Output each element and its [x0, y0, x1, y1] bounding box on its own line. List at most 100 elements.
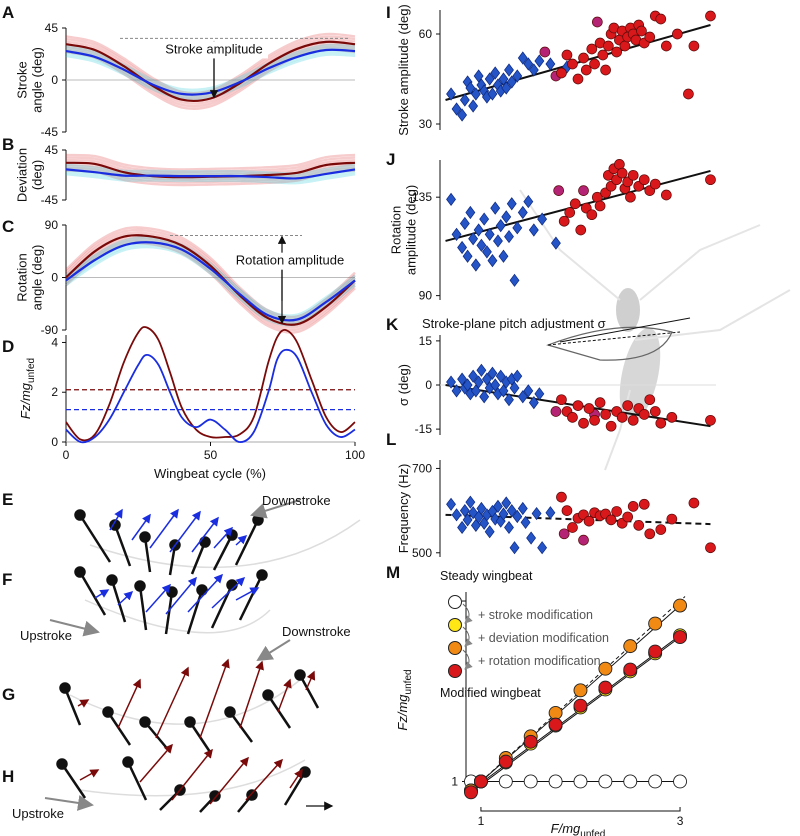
fed-circle-point — [611, 46, 622, 58]
fed-circle-point — [636, 25, 647, 37]
unfed-diamond-point — [451, 102, 462, 116]
fed-circle-point — [556, 394, 567, 406]
unfed-diamond-point — [501, 496, 512, 510]
fed-circle-point — [583, 403, 595, 414]
intermediate-point — [591, 16, 603, 28]
y-axis-label: Stroke angle (deg) — [15, 47, 45, 113]
fed-circle-point — [580, 64, 592, 76]
white-model-point — [548, 774, 563, 789]
y-tick-label: 90 — [45, 218, 59, 232]
y-axis-label: Fz/mgunfed — [395, 669, 414, 730]
fed-circle-point — [649, 406, 661, 417]
legend-marker-1 — [448, 641, 462, 655]
unfed-diamond-point — [531, 506, 542, 521]
unfed-trace — [65, 165, 356, 178]
red-model-point — [623, 662, 638, 677]
fed-circle-point — [644, 31, 656, 43]
intermediate-point — [558, 528, 570, 540]
fed-circle-point — [644, 528, 656, 540]
unfed-diamond-point — [498, 507, 509, 521]
unfed-diamond-point — [473, 375, 484, 389]
unfed-diamond-point — [487, 366, 498, 380]
legend-marker-0 — [448, 618, 462, 632]
y-tick-label: 30 — [419, 117, 433, 131]
y-axis-label-line: σ (deg) — [396, 364, 411, 406]
unfed-diamond-point — [468, 369, 479, 383]
x-tick-label: 3 — [677, 814, 684, 828]
fed-circle-point — [655, 524, 667, 535]
red-model-point — [523, 734, 538, 749]
unfed-diamond-point — [481, 245, 492, 259]
x-axis-label: F/mgunfed — [551, 821, 606, 836]
y-tick-label: 500 — [412, 546, 432, 560]
legend-entry: + stroke modification — [478, 608, 593, 622]
fed-circle-point — [567, 412, 578, 423]
fed-circle-point — [578, 417, 589, 429]
y-axis-label-line: Rotation — [389, 206, 404, 254]
wing-sketch-F: Upstroke Downstroke — [20, 566, 351, 662]
panel-label-M: M — [386, 563, 400, 582]
fed-circle-point — [575, 224, 587, 236]
unfed-diamond-point — [479, 212, 490, 226]
y-tick-label: 45 — [45, 143, 59, 157]
fed-circle-point — [558, 215, 570, 227]
y-tick-label: 1 — [451, 774, 458, 788]
fed-circle-point — [586, 43, 598, 55]
fed-circle-point — [688, 40, 700, 52]
y-axis-label: Rotation angle (deg) — [15, 245, 45, 311]
fed-circle-point — [638, 409, 650, 420]
intermediate-point — [578, 534, 589, 546]
unfed-diamond-point — [484, 72, 495, 86]
panel-label-E: E — [2, 490, 13, 509]
fed-circle-point — [655, 417, 667, 429]
legend-entry: + rotation modification — [478, 654, 601, 668]
fed-circle-point — [644, 394, 656, 406]
fed-circle-point — [605, 420, 617, 432]
fed-trace — [65, 241, 356, 334]
unfed-diamond-point — [498, 72, 509, 86]
fed-circle-point — [672, 28, 683, 40]
legend-marker-2 — [448, 664, 462, 678]
fed-trace — [65, 43, 356, 105]
fed-circle-point — [578, 52, 589, 64]
unfed-diamond-point — [537, 541, 548, 555]
unfed-diamond-point — [509, 273, 520, 287]
orange-model-point — [598, 661, 613, 676]
unfed-mean-line — [65, 241, 356, 322]
white-model-point — [598, 774, 613, 789]
unfed-diamond-point — [490, 201, 501, 215]
panel-label-A: A — [2, 3, 14, 22]
fed-trace — [65, 231, 356, 324]
adjusted-stroke-plane — [559, 317, 691, 343]
unfed-diamond-point — [457, 108, 468, 122]
unfed-diamond-point — [468, 99, 479, 113]
unfed-diamond-point — [517, 390, 528, 404]
unfed-diamond-point — [504, 393, 514, 407]
fed-circle-point — [616, 412, 628, 423]
y-axis-label: Fz/mgunfed — [18, 358, 37, 419]
unfed-diamond-point — [470, 258, 481, 272]
fed-circle-point — [638, 174, 650, 186]
red-model-point — [548, 717, 563, 732]
x-tick-label: 50 — [204, 448, 218, 462]
intermediate-point — [553, 185, 565, 196]
intermediate-point — [550, 406, 562, 417]
mosquito-illustration — [519, 189, 791, 471]
unfed-force-line — [65, 348, 356, 444]
panel-D: 0 2 4 0 50 100 Wingbeat cycle (%) Fz/mgunfed — [18, 326, 365, 481]
unfed-diamond-point — [528, 396, 539, 410]
annotation-bg — [160, 41, 268, 59]
fed-circle-point — [594, 200, 606, 212]
y-tick-label: 4 — [51, 335, 58, 349]
unfed-diamond-point — [476, 363, 487, 377]
fed-circle-point — [660, 40, 672, 52]
unfed-diamond-point — [501, 81, 512, 95]
unfed-diamond-point — [446, 497, 456, 511]
panel-label-B: B — [2, 135, 14, 154]
fed-circle-point — [567, 522, 578, 533]
unfed-diamond-point — [512, 69, 523, 83]
unfed-diamond-point — [493, 234, 503, 248]
y-axis-label-line: angle (deg) — [30, 47, 45, 113]
fed-trace — [65, 169, 356, 187]
